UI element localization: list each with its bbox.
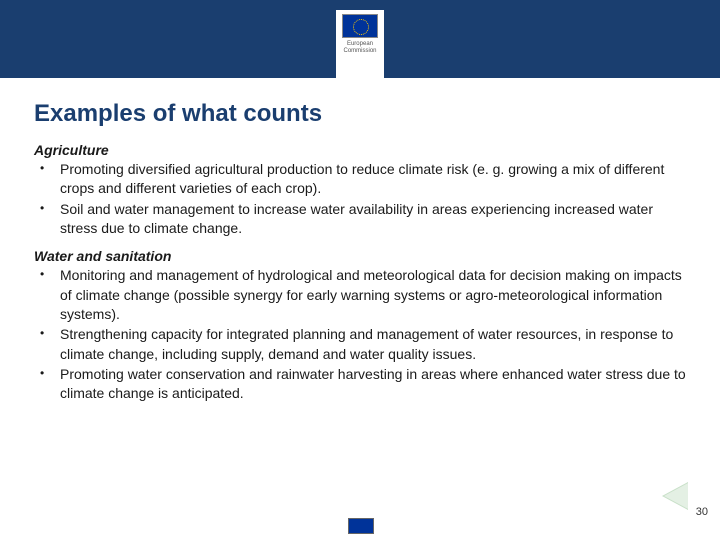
logo-text: European Commission — [343, 41, 376, 54]
bullet-list: Monitoring and management of hydrologica… — [34, 266, 686, 403]
ec-logo: European Commission — [336, 10, 384, 94]
section-agriculture: Agriculture Promoting diversified agricu… — [34, 142, 686, 238]
section-heading: Agriculture — [34, 142, 686, 158]
back-arrow-icon[interactable] — [662, 482, 688, 510]
logo-line1: European — [347, 41, 373, 47]
list-item: Strengthening capacity for integrated pl… — [34, 325, 686, 364]
footer-flag-icon — [348, 518, 374, 534]
bullet-list: Promoting diversified agricultural produ… — [34, 160, 686, 238]
slide-title: Examples of what counts — [34, 100, 686, 128]
eu-flag-icon — [342, 14, 378, 38]
logo-line2: Commission — [343, 48, 376, 54]
list-item: Soil and water management to increase wa… — [34, 200, 686, 239]
section-water: Water and sanitation Monitoring and mana… — [34, 248, 686, 403]
list-item: Promoting diversified agricultural produ… — [34, 160, 686, 199]
slide-content: Examples of what counts Agriculture Prom… — [0, 78, 720, 403]
list-item: Monitoring and management of hydrologica… — [34, 266, 686, 324]
header-bar: European Commission — [0, 0, 720, 78]
section-heading: Water and sanitation — [34, 248, 686, 264]
list-item: Promoting water conservation and rainwat… — [34, 365, 686, 404]
page-number: 30 — [696, 506, 708, 518]
